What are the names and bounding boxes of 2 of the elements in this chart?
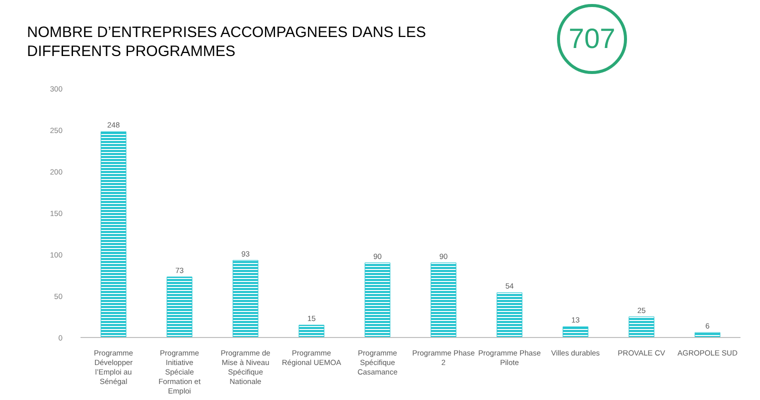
chart-title: NOMBRE D’ENTREPRISES ACCOMPAGNEES DANS LES DIFFERENTS PROGRAMMES	[27, 23, 427, 61]
text: 707	[568, 22, 616, 56]
